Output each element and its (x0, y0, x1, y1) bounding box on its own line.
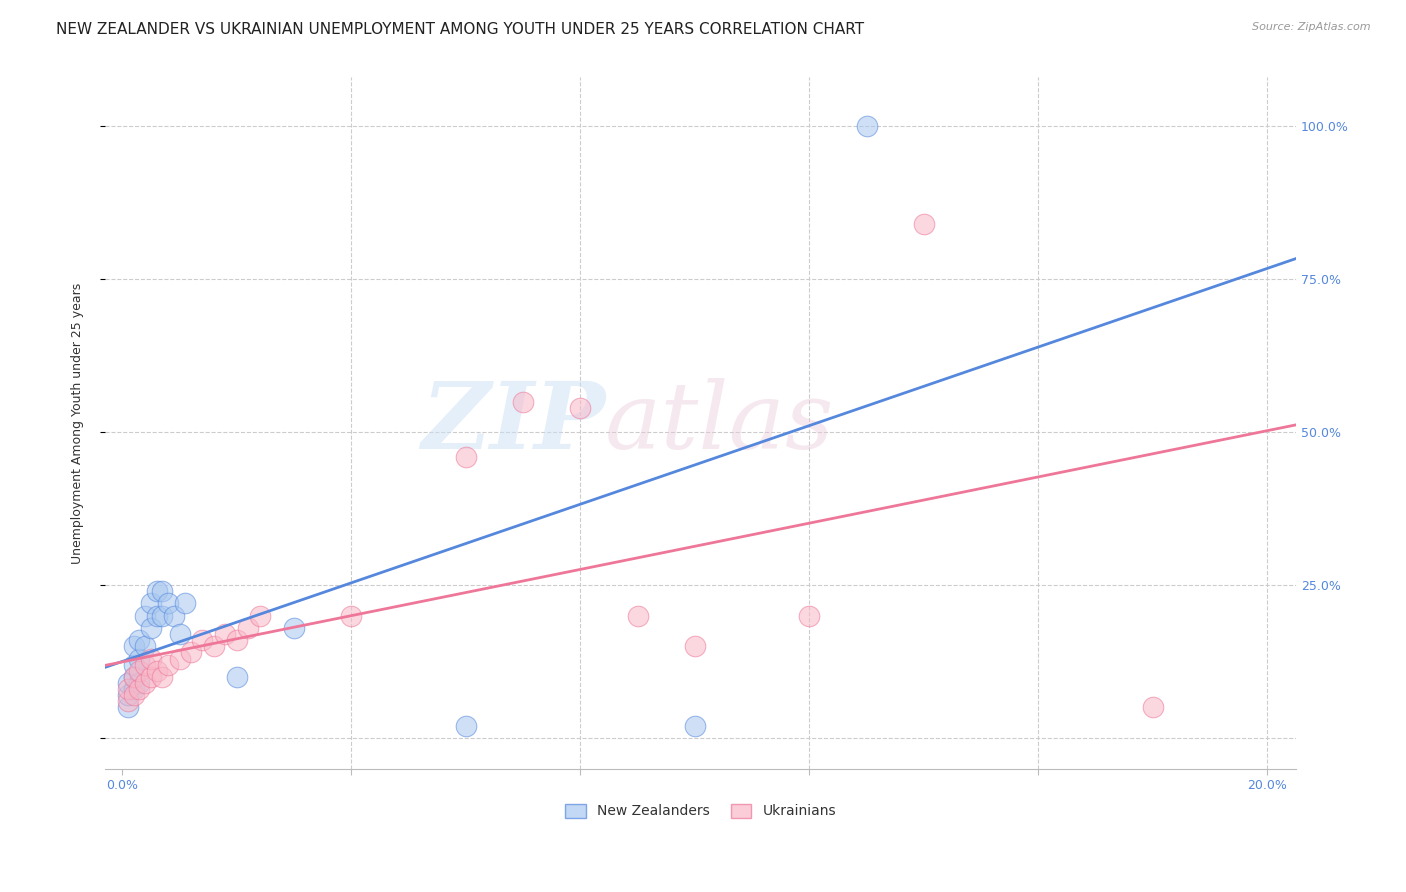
Point (122, 657, 145, 672)
Point (225, 670, 247, 684)
Text: Source: ZipAtlas.com: Source: ZipAtlas.com (1253, 22, 1371, 32)
Point (134, 640, 156, 654)
Point (569, 401, 592, 415)
Point (150, 670, 173, 684)
Point (191, 633, 214, 648)
Point (238, 621, 260, 635)
Point (139, 597, 162, 611)
Point (912, 217, 935, 231)
Point (122, 670, 145, 684)
Point (855, 120, 877, 134)
Point (454, 719, 477, 733)
Point (128, 664, 150, 678)
Point (174, 597, 197, 611)
Point (117, 676, 139, 690)
Text: NEW ZEALANDER VS UKRAINIAN UNEMPLOYMENT AMONG YOUTH UNDER 25 YEARS CORRELATION C: NEW ZEALANDER VS UKRAINIAN UNEMPLOYMENT … (56, 22, 865, 37)
Point (157, 657, 180, 672)
Point (134, 657, 156, 672)
Point (145, 608, 167, 623)
Point (128, 651, 150, 665)
Point (169, 627, 191, 641)
Point (214, 627, 236, 641)
Point (117, 688, 139, 702)
Y-axis label: Unemployment Among Youth under 25 years: Unemployment Among Youth under 25 years (72, 283, 84, 564)
Point (512, 394, 534, 409)
Point (117, 694, 139, 708)
Point (150, 608, 173, 623)
Point (799, 608, 821, 623)
Point (1142, 700, 1164, 714)
Point (134, 608, 156, 623)
Point (225, 633, 247, 648)
Point (128, 633, 150, 648)
Text: ZIP: ZIP (420, 378, 606, 468)
Point (139, 621, 162, 635)
Point (626, 608, 648, 623)
Point (454, 450, 477, 464)
Text: atlas: atlas (606, 378, 835, 468)
Point (117, 700, 139, 714)
Point (128, 676, 150, 690)
Point (163, 608, 186, 623)
Point (122, 640, 145, 654)
Point (117, 682, 139, 697)
Point (134, 676, 156, 690)
Point (145, 664, 167, 678)
Point (150, 584, 173, 599)
Point (283, 621, 305, 635)
Point (202, 640, 225, 654)
Point (683, 640, 706, 654)
Point (683, 719, 706, 733)
Point (139, 670, 162, 684)
Point (122, 670, 145, 684)
Point (145, 584, 167, 599)
Point (169, 651, 191, 665)
Point (340, 608, 363, 623)
Legend: New Zealanders, Ukrainians: New Zealanders, Ukrainians (560, 798, 842, 824)
Point (157, 597, 180, 611)
Point (139, 651, 162, 665)
Point (249, 608, 271, 623)
Point (128, 682, 150, 697)
Point (122, 682, 145, 697)
Point (122, 688, 145, 702)
Point (180, 645, 202, 659)
